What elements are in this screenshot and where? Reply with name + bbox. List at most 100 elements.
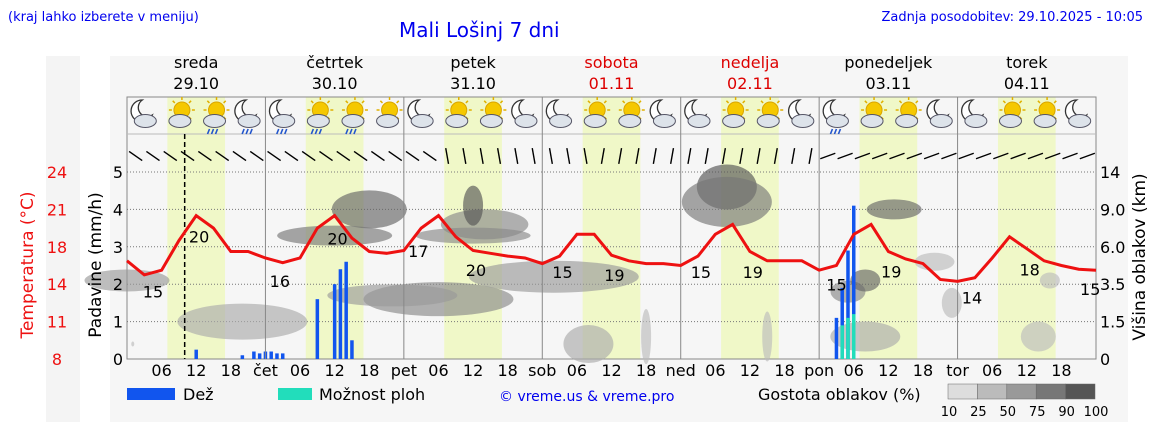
wind-barb bbox=[370, 150, 385, 162]
sun-ray bbox=[776, 100, 780, 104]
sun-ray bbox=[638, 100, 642, 104]
day-name: sobota bbox=[584, 53, 638, 72]
wind-barb bbox=[820, 152, 836, 160]
x-tick-label: 06 bbox=[982, 361, 1002, 380]
cloud-patch bbox=[415, 227, 531, 244]
daylight-band bbox=[997, 97, 1056, 359]
cloud-shape bbox=[1068, 114, 1092, 128]
temperature-label: 19 bbox=[743, 263, 763, 282]
sun-ray bbox=[310, 100, 314, 104]
cloud-patch bbox=[468, 260, 639, 293]
rain-drop bbox=[245, 128, 249, 135]
rain-bar bbox=[240, 355, 245, 359]
wind-barb bbox=[687, 147, 692, 165]
wind-barb bbox=[941, 152, 957, 160]
precipitation-tick: 4 bbox=[113, 200, 123, 219]
sun-ray bbox=[396, 100, 400, 104]
sun-ray bbox=[1053, 100, 1057, 104]
cloud-patch bbox=[1020, 321, 1056, 352]
day-date: 04.11 bbox=[1004, 74, 1050, 93]
precipitation-tick: 2 bbox=[113, 275, 123, 294]
sun-cloud-icon bbox=[756, 97, 784, 128]
wind-barb bbox=[301, 150, 316, 162]
chart-title: Mali Lošinj 7 dni bbox=[399, 18, 560, 42]
x-tick-labels: 06 12 18 čet 06 12 18 pet 06 12 18 sob 06 12 18 ned 06 12… bbox=[151, 361, 1071, 380]
temperature-line bbox=[126, 213, 1097, 283]
density-swatch bbox=[1065, 383, 1096, 400]
cloud-height-tick: 9.0 bbox=[1100, 200, 1125, 219]
wind-barb bbox=[704, 147, 709, 165]
day-name: sreda bbox=[174, 53, 218, 72]
day-date: 02.11 bbox=[727, 74, 773, 93]
cloud-shape bbox=[445, 114, 469, 128]
moon-cloud-icon bbox=[1064, 99, 1092, 128]
rain-drop bbox=[314, 128, 319, 135]
temperature-label: 14 bbox=[962, 288, 982, 307]
temperature-tick: 24 bbox=[47, 163, 67, 182]
temperature-label: 20 bbox=[189, 228, 209, 247]
sun-ray bbox=[725, 100, 730, 104]
rain-bar bbox=[332, 284, 337, 359]
wind-barb bbox=[388, 150, 403, 162]
region-note: (kraj lahko izberete v meniju) bbox=[8, 10, 199, 25]
temperature-label: 15 bbox=[826, 276, 846, 295]
cloud-patch bbox=[1039, 272, 1060, 289]
rain-bar bbox=[280, 353, 285, 359]
rain-bar bbox=[846, 250, 850, 359]
cloud-shape bbox=[756, 114, 780, 128]
x-tick-label: pet bbox=[391, 361, 417, 380]
sun-ray bbox=[326, 100, 331, 104]
rain-bar bbox=[252, 351, 256, 359]
wind-barb bbox=[479, 147, 484, 165]
shower-bar bbox=[846, 317, 850, 359]
cloud-patch bbox=[327, 284, 458, 307]
x-tick-label: 12 bbox=[740, 361, 760, 380]
sun-cloud-icon bbox=[998, 97, 1026, 128]
sun-cloud-icon bbox=[445, 97, 472, 128]
cloud-patch bbox=[641, 309, 652, 365]
sun-cloud-icon bbox=[168, 97, 195, 128]
sun-ray bbox=[449, 100, 453, 104]
x-tick-label: 18 bbox=[913, 361, 933, 380]
rain-bar bbox=[852, 205, 856, 359]
day-date: 01.11 bbox=[589, 74, 635, 93]
density-swatch bbox=[1035, 383, 1066, 400]
wind-barb bbox=[462, 147, 467, 165]
sun-cloud-icon bbox=[479, 97, 507, 128]
temperature-label: 15 bbox=[143, 283, 163, 302]
moon-rain-icon bbox=[822, 99, 849, 135]
sun-cloud-icon bbox=[376, 97, 403, 128]
sun-ray bbox=[587, 100, 591, 104]
sun-ray bbox=[206, 100, 210, 104]
x-tick-label: 06 bbox=[428, 361, 448, 380]
day-name: ponedeljek bbox=[844, 53, 933, 72]
sun-ray bbox=[915, 100, 919, 104]
cloud-shape bbox=[514, 114, 538, 128]
wind-barb bbox=[496, 147, 502, 165]
temperature-label: 17 bbox=[408, 242, 428, 261]
day-name: torek bbox=[1006, 53, 1048, 72]
cloud-shape bbox=[341, 114, 365, 128]
wind-barb bbox=[163, 150, 178, 162]
wind-barb bbox=[514, 147, 519, 165]
wind-barb bbox=[871, 152, 888, 160]
density-legend-label: Gostota oblakov (%) bbox=[758, 385, 921, 404]
sun-ray bbox=[379, 100, 384, 104]
moon-partly-cloudy-icon bbox=[130, 99, 157, 128]
wind-barb bbox=[249, 150, 264, 162]
rain-drop bbox=[214, 128, 219, 135]
x-tick-label: 18 bbox=[359, 361, 379, 380]
wind-barb bbox=[336, 150, 351, 162]
density-tick: 25 bbox=[970, 405, 987, 420]
precipitation-tick: 0 bbox=[113, 350, 123, 369]
x-tick-label: 06 bbox=[151, 361, 171, 380]
cloud-patch bbox=[277, 225, 393, 246]
density-tick: 10 bbox=[941, 405, 958, 420]
x-tick-label: 18 bbox=[221, 361, 241, 380]
cloud-patch bbox=[941, 287, 962, 318]
rain-bar bbox=[834, 317, 839, 359]
daylight-band bbox=[859, 97, 918, 359]
credit-link[interactable]: © vreme.us & vreme.pro bbox=[499, 389, 674, 405]
cloud-shape bbox=[410, 114, 434, 128]
cloud-shape bbox=[860, 114, 884, 128]
